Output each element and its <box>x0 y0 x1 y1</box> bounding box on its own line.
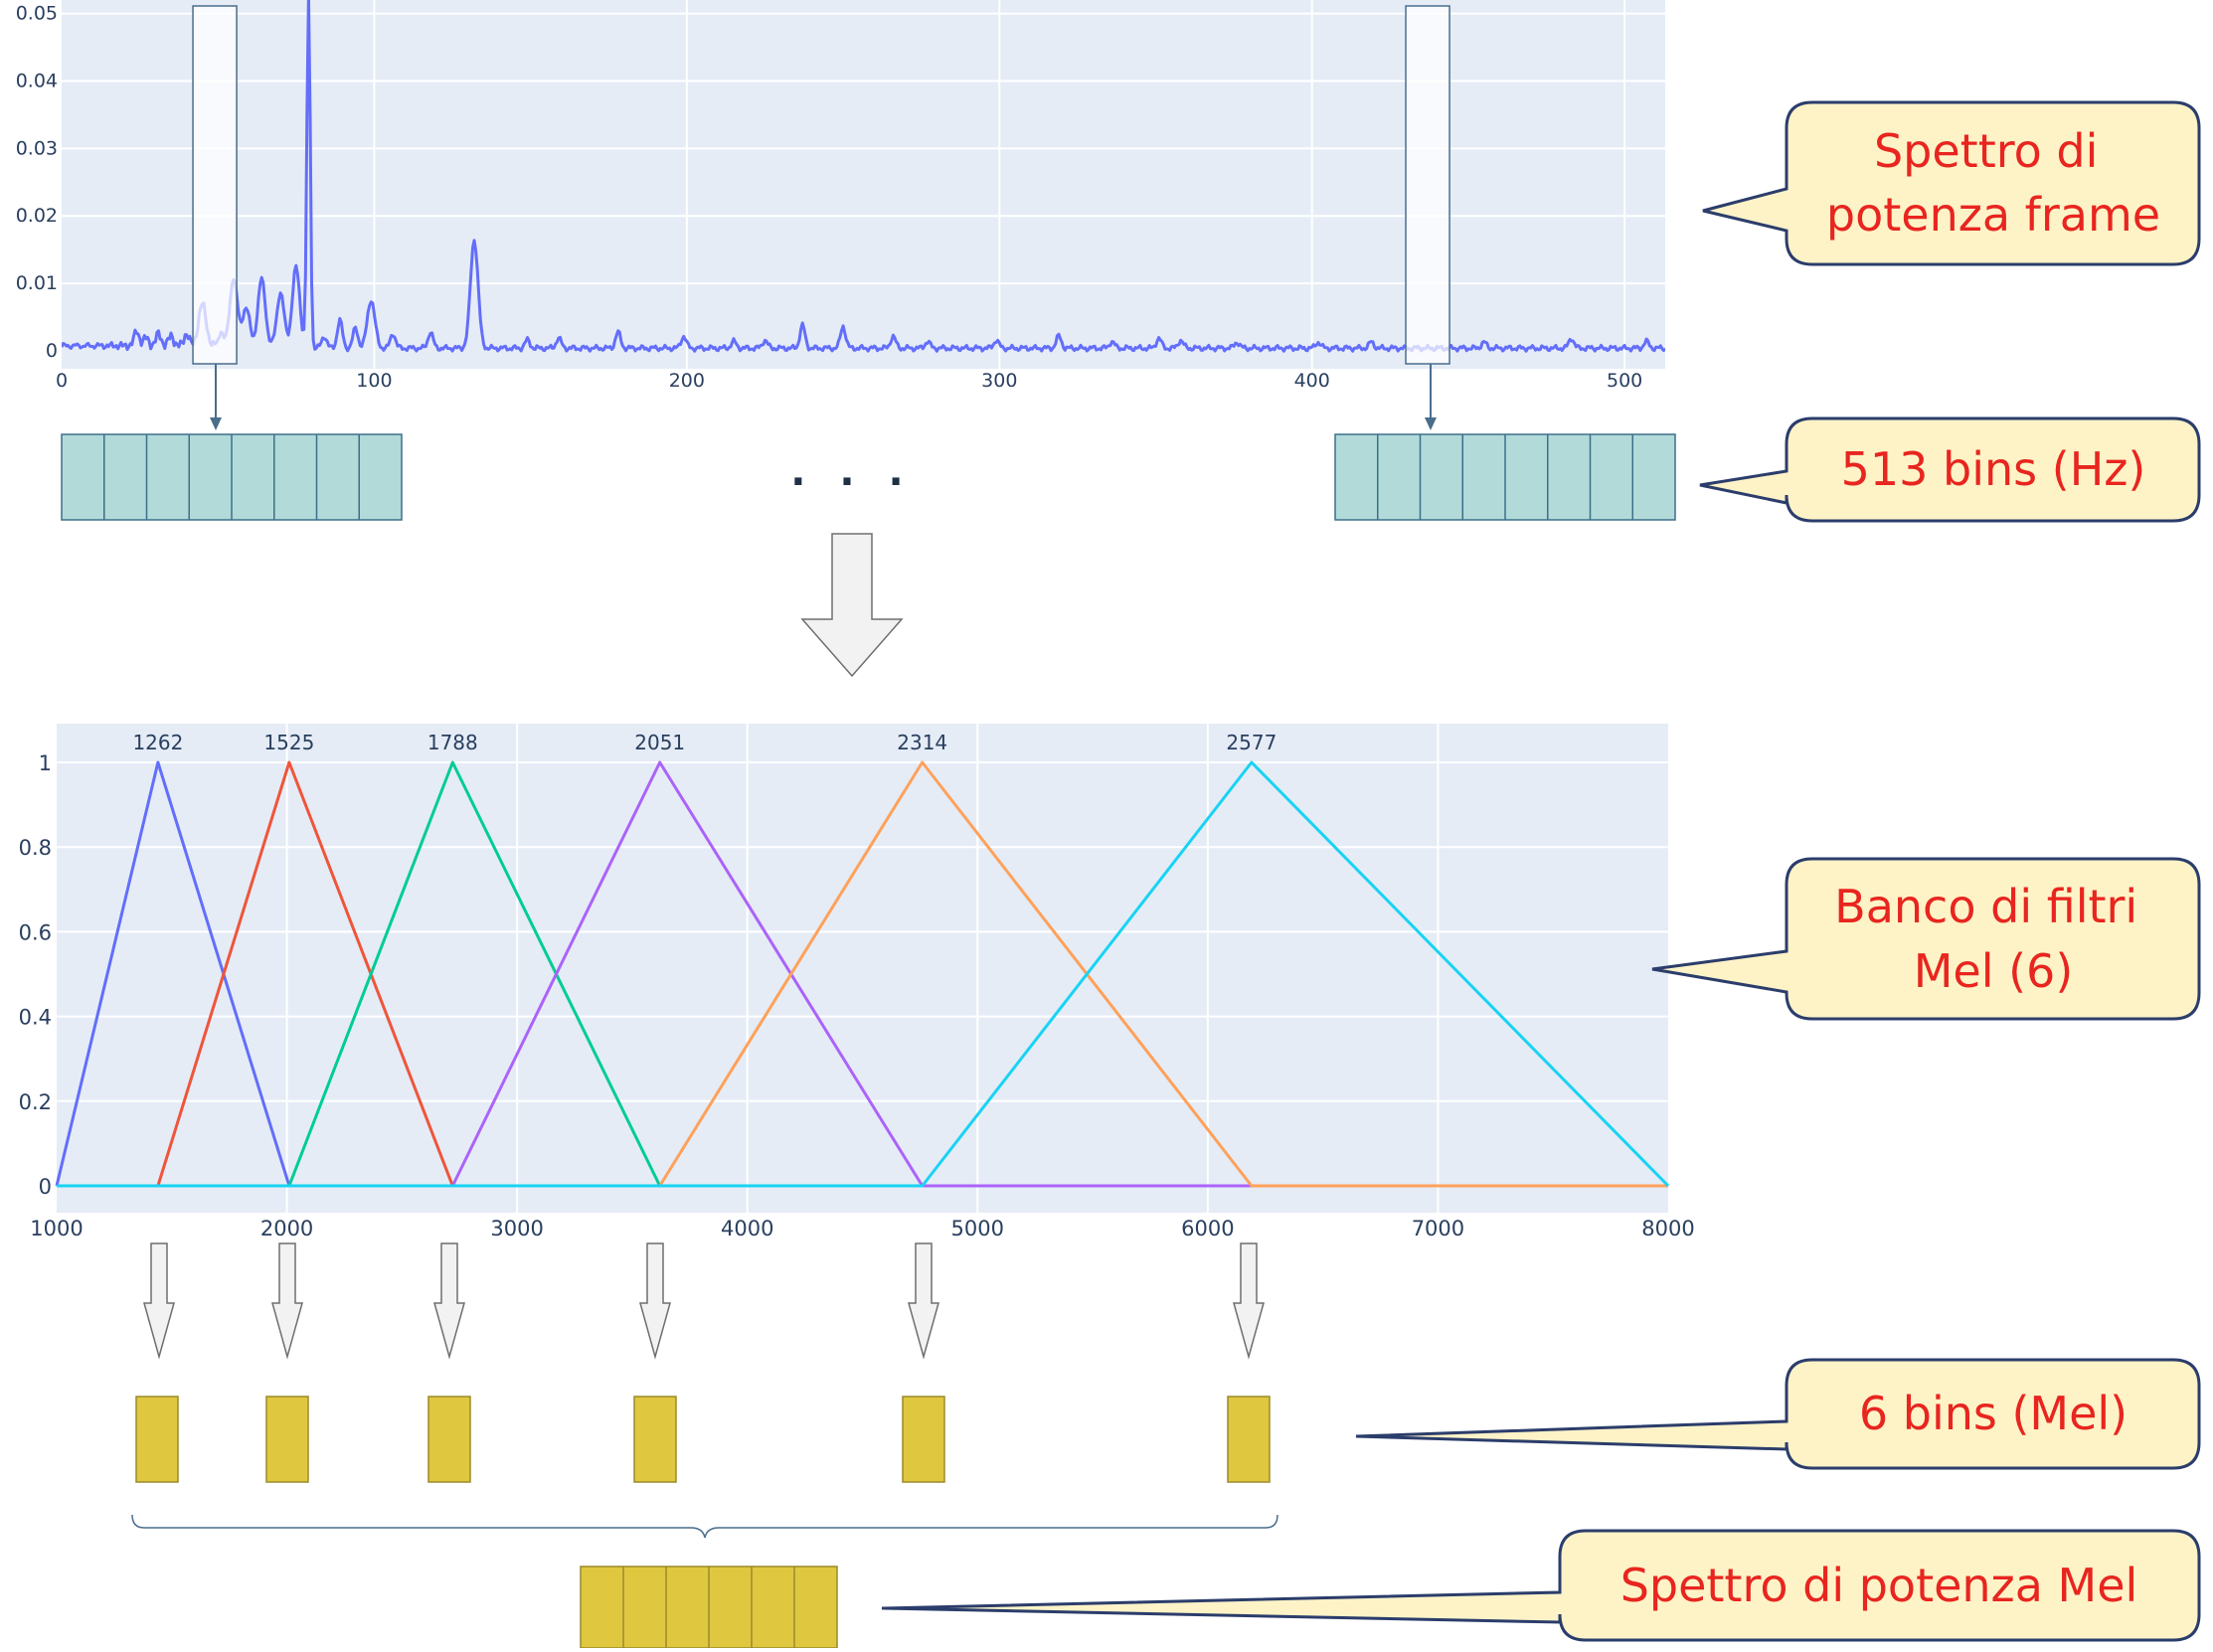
arrow-down-icon <box>210 417 222 430</box>
filterbank-y-tick-label: 0.4 <box>19 1006 52 1030</box>
filterbank-y-tick-label: 1 <box>39 751 52 775</box>
filter-peak-label: 1262 <box>132 731 183 754</box>
ellipsis: . . . <box>790 449 913 495</box>
spectrum-y-tick-label: 0.02 <box>16 205 58 227</box>
filterbank-grid <box>57 724 1668 1213</box>
filter-peak-label: 2577 <box>1226 731 1277 754</box>
spectrum-highlights <box>192 5 1450 365</box>
callout-filterbank-line2: Mel (6) <box>1914 944 2074 998</box>
filterbank-x-tick-label: 4000 <box>721 1217 773 1240</box>
filterbank-x-tick-label: 7000 <box>1412 1217 1464 1240</box>
arrow-down-icon <box>908 1242 939 1360</box>
arrow-down-icon <box>1233 1242 1265 1360</box>
mel-bin <box>427 1396 471 1483</box>
spectrum-y-tick-label: 0 <box>46 340 58 362</box>
mel-spectrum-row <box>580 1566 838 1649</box>
filter-peak-label: 2051 <box>634 731 685 754</box>
filterbank-plot-area <box>57 724 1668 1213</box>
spectrum-x-tick-label: 500 <box>1607 370 1642 392</box>
callout-spectrum-line1: Spettro di <box>1874 124 2098 178</box>
mel-bin <box>633 1396 677 1483</box>
filterbank-x-tick-label: 5000 <box>951 1217 1004 1240</box>
spectrum-x-tick-label: 200 <box>669 370 705 392</box>
spectrum-x-tick-label: 100 <box>356 370 392 392</box>
filterbank-y-ticks: 0 0.2 0.4 0.6 0.8 1 <box>19 751 52 1199</box>
spectrum-y-ticks: 0 0.01 0.02 0.03 0.04 0.05 <box>16 3 58 362</box>
filterbank-chart: 0 0.2 0.4 0.6 0.8 1 1000 2000 3000 4000 5000 6000 7… <box>19 724 1695 1240</box>
callout-bins-mel-text: 6 bins (Mel) <box>1859 1387 2128 1440</box>
big-arrow-down-icon <box>800 533 904 678</box>
spectrum-y-tick-label: 0.01 <box>16 272 58 294</box>
highlight-arrows <box>210 364 1437 430</box>
spectrum-series-line <box>62 0 1665 353</box>
filterbank-y-tick-label: 0.8 <box>19 836 52 860</box>
filter-triangle-6 <box>57 760 1670 1188</box>
filter-peak-label: 1525 <box>263 731 314 754</box>
filterbank-x-tick-label: 3000 <box>490 1217 543 1240</box>
callout-filterbank: Banco di filtri Mel (6) <box>1651 857 2201 1021</box>
hz-bins-left <box>61 433 403 521</box>
spectrum-x-tick-label: 400 <box>1294 370 1330 392</box>
callout-filterbank-line1: Banco di filtri <box>1834 880 2137 933</box>
filter-peak-label: 2314 <box>897 731 947 754</box>
arrow-down-icon <box>143 1242 175 1360</box>
filterbank-x-tick-label: 8000 <box>1641 1217 1694 1240</box>
filterbank-y-tick-label: 0 <box>39 1175 52 1199</box>
mel-bin <box>1227 1396 1271 1483</box>
callout-spectrum-line2: potenza frame <box>1826 188 2160 242</box>
grouping-brace <box>131 1514 1278 1539</box>
callout-bins-mel: 6 bins (Mel) <box>1355 1358 2201 1470</box>
mel-bin <box>135 1396 179 1483</box>
svg-text:Banco di filtri Mel (6): Banco di filtri Mel (6) <box>1834 880 2152 998</box>
filterbank-filters: 1262 1525 1788 2051 2314 2577 <box>55 731 1670 1188</box>
filterbank-x-tick-label: 6000 <box>1181 1217 1234 1240</box>
spectrum-chart: 0 0.01 0.02 0.03 0.04 0.05 0 100 200 300 400 500 <box>16 0 1665 392</box>
spectrum-x-ticks: 0 100 200 300 400 500 <box>56 370 1642 392</box>
filter-output-arrows <box>143 1242 1265 1360</box>
filterbank-x-ticks: 1000 2000 3000 4000 5000 6000 7000 8000 <box>30 1217 1694 1240</box>
spectrum-grid <box>62 0 1665 369</box>
arrow-down-icon <box>1425 417 1437 430</box>
mel-bins <box>135 1396 1271 1483</box>
spectrum-y-tick-label: 0.03 <box>16 137 58 159</box>
spectrum-x-tick-label: 0 <box>56 370 68 392</box>
filter-peak-label: 1788 <box>427 731 478 754</box>
filterbank-x-tick-label: 2000 <box>260 1217 313 1240</box>
callout-bins-hz: 513 bins (Hz) <box>1699 416 2201 523</box>
spectrum-x-tick-label: 300 <box>981 370 1017 392</box>
mel-bin <box>265 1396 309 1483</box>
callout-mel-spectrum: Spettro di potenza Mel <box>881 1529 2201 1642</box>
mel-bin <box>902 1396 945 1483</box>
arrow-down-icon <box>639 1242 671 1360</box>
svg-text:Spettro di potenza frame: Spettro di potenza frame <box>1826 124 2160 242</box>
spectrum-y-tick-label: 0.04 <box>16 70 58 91</box>
callout-mel-spectrum-text: Spettro di potenza Mel <box>1620 1559 2138 1612</box>
filterbank-y-tick-label: 0.6 <box>19 920 52 944</box>
arrow-down-icon <box>271 1242 303 1360</box>
arrow-down-icon <box>433 1242 465 1360</box>
hz-bins-right <box>1334 433 1676 521</box>
filterbank-y-tick-label: 0.2 <box>19 1090 52 1114</box>
filterbank-x-tick-label: 1000 <box>30 1217 83 1240</box>
spectrum-plot-area <box>62 0 1665 369</box>
callout-bins-hz-text: 513 bins (Hz) <box>1841 442 2146 496</box>
spectrum-highlight-box <box>1405 5 1450 365</box>
spectrum-highlight-box <box>192 5 238 365</box>
spectrum-y-tick-label: 0.05 <box>16 3 58 25</box>
callout-spectrum: Spettro di potenza frame <box>1702 100 2201 266</box>
